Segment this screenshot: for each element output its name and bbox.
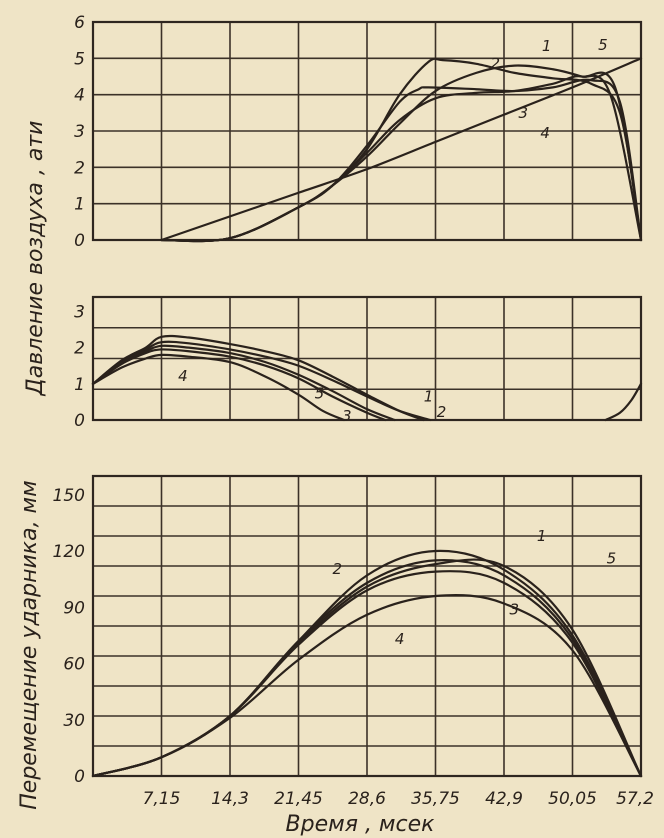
series-label-5: 5 — [607, 550, 617, 568]
y-tick-label: 2 — [74, 158, 85, 178]
series-label-5: 5 — [315, 385, 325, 403]
series-label-4: 4 — [178, 367, 188, 385]
plot-frame — [91, 20, 643, 242]
x-tick-label: 7,15 — [143, 789, 181, 809]
series-label-2: 2 — [333, 560, 343, 578]
series-label-1: 1 — [542, 37, 552, 55]
series-label-3: 3 — [342, 407, 352, 425]
y-tick-label: 120 — [53, 542, 85, 562]
x-tick-label: 28,6 — [348, 789, 386, 809]
series-line-5 — [91, 558, 643, 778]
series-label-4: 4 — [395, 630, 405, 648]
y-tick-label: 2 — [74, 339, 85, 359]
plot-frame — [91, 474, 643, 778]
y-axis-label-displacement: Перемещение ударника, мм — [17, 480, 42, 809]
x-tick-label: 14,3 — [211, 789, 249, 809]
series-label-1: 1 — [537, 527, 547, 545]
y-tick-label: 60 — [63, 655, 85, 675]
x-axis-label: Время , мсек — [286, 812, 436, 837]
x-tick-label: 50,05 — [548, 789, 597, 809]
y-tick-label: 4 — [74, 86, 85, 106]
plot-frame — [91, 295, 643, 422]
y-tick-label: 1 — [74, 195, 85, 215]
series-line-1 — [91, 334, 425, 422]
y-tick-label: 0 — [74, 767, 85, 787]
x-tick-label: 35,75 — [411, 789, 460, 809]
series-line-5 — [91, 344, 396, 422]
series-label-3: 3 — [509, 601, 519, 619]
y-tick-label: 6 — [74, 13, 85, 33]
series-line-5 — [160, 64, 643, 243]
series-label-3: 3 — [518, 104, 528, 122]
series-label-5: 5 — [598, 36, 608, 54]
series-line-4 — [91, 353, 346, 422]
y-tick-label: 1 — [74, 375, 85, 395]
y-tick-label: 0 — [74, 231, 85, 251]
series-label-1: 1 — [424, 388, 434, 406]
series-label-2: 2 — [437, 403, 447, 421]
y-tick-label: 90 — [63, 598, 85, 618]
y-tick-label: 3 — [74, 122, 85, 142]
panel-displacement: 0 30 60 90 120 150 7,15 14,3 21,45 28,6 35,75 42,9 5… — [53, 474, 654, 809]
series-line-unlabeled — [604, 382, 643, 422]
y-tick-label: 30 — [63, 711, 85, 731]
y-tick-label: 0 — [74, 411, 85, 431]
y-tick-label: 5 — [74, 49, 85, 69]
x-tick-label: 21,45 — [274, 789, 323, 809]
series-label-4: 4 — [540, 124, 550, 142]
series-line-4 — [160, 57, 643, 242]
series-line-3 — [91, 348, 387, 422]
x-tick-label: 42,9 — [485, 789, 523, 809]
x-tick-label: 57,2 — [616, 789, 654, 809]
y-tick-label: 150 — [53, 486, 85, 506]
y-tick-label: 3 — [74, 302, 85, 322]
series-line-2 — [91, 340, 432, 422]
y-axis-label-pressure: Давление воздуха , ати — [23, 121, 48, 397]
series-label-2: 2 — [491, 55, 501, 73]
